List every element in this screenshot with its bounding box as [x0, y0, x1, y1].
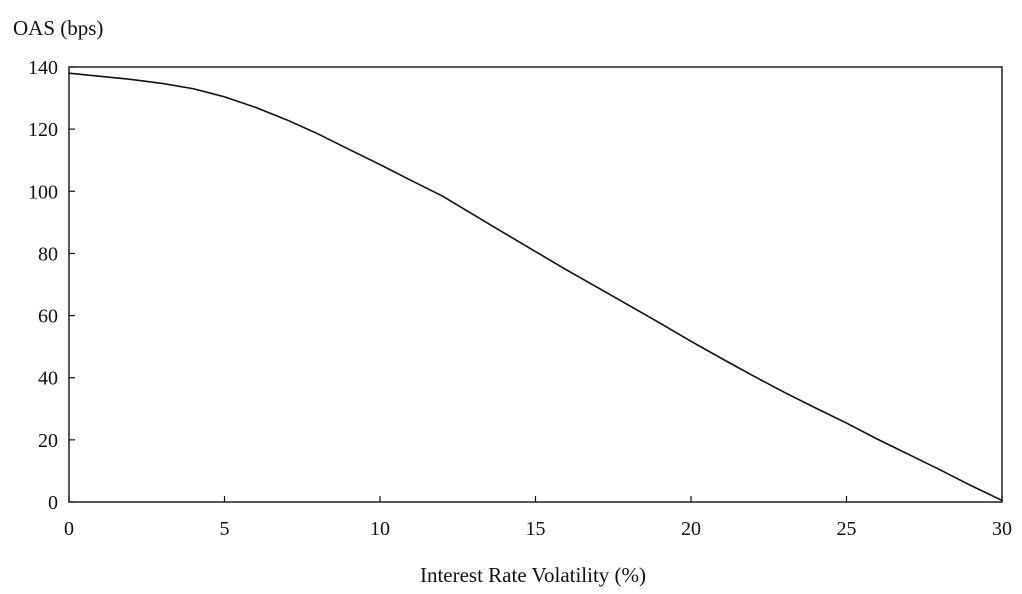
x-tick-label: 20 [681, 518, 701, 540]
x-tick-label: 10 [370, 518, 390, 540]
y-axis-title: OAS (bps) [13, 16, 103, 40]
x-axis-title: Interest Rate Volatility (%) [420, 563, 646, 587]
y-tick-label: 120 [28, 119, 58, 141]
y-tick-label: 140 [28, 57, 58, 79]
y-tick-label: 100 [28, 181, 58, 203]
y-tick-label: 20 [38, 430, 58, 452]
plot-frame [68, 66, 1003, 503]
series-line [68, 72, 1003, 502]
x-tick-label: 30 [992, 518, 1012, 540]
plot-area: 0 20 40 60 80 100 120 140 0 5 10 15 20 25 30 [28, 57, 1012, 540]
y-tick-label: 80 [38, 243, 58, 265]
x-tick-label: 25 [837, 518, 857, 540]
y-tick-label: 0 [48, 492, 58, 514]
x-tick-label: 0 [64, 518, 74, 540]
y-tick-label: 40 [38, 368, 58, 390]
x-tick-label: 15 [526, 518, 546, 540]
x-tick-label: 5 [220, 518, 230, 540]
y-tick-label: 60 [38, 306, 58, 328]
